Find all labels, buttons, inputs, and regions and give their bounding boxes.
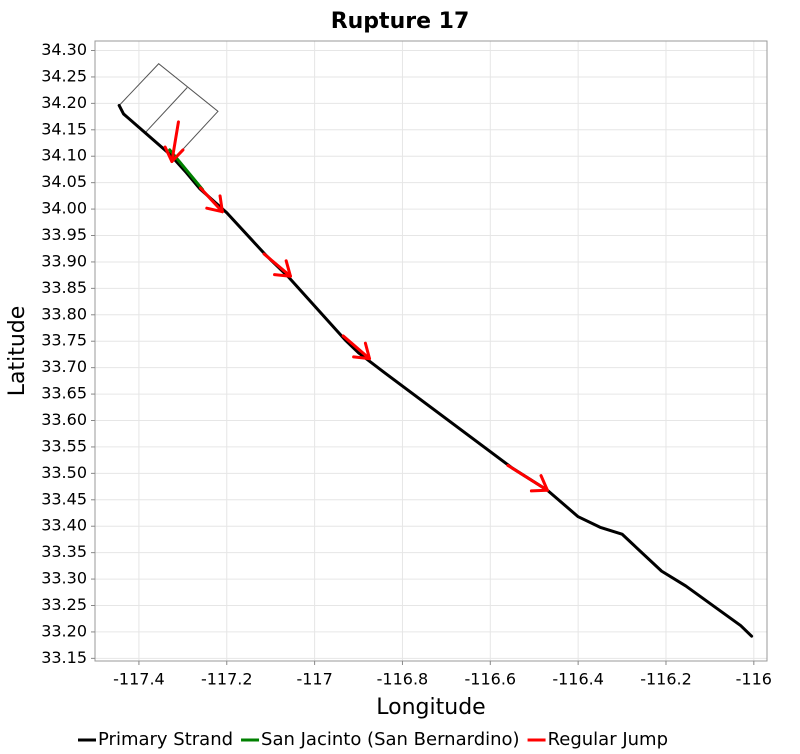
fault-outline (145, 87, 188, 133)
x-tick-label: -116 (736, 670, 772, 689)
y-tick-label: 34.25 (41, 66, 87, 85)
y-tick-label: 33.30 (41, 569, 87, 588)
primary-strand-line (117, 103, 754, 638)
regular-jump-arrow (198, 186, 224, 214)
y-tick-label: 33.25 (41, 595, 87, 614)
regular-jump-arrow (163, 120, 185, 164)
legend-label: Primary Strand (98, 729, 233, 750)
y-tick-label: 33.60 (41, 410, 87, 429)
y-tick-label: 33.45 (41, 489, 87, 508)
jump-shaft (341, 334, 372, 361)
y-tick-label: 34.10 (41, 146, 87, 165)
y-axis-label: Latitude (5, 306, 30, 397)
fault-outline (118, 63, 219, 155)
jump-shaft (198, 186, 224, 214)
x-axis-label: Longitude (376, 695, 485, 720)
jump-arrowhead (273, 259, 292, 278)
plot-area (94, 40, 768, 662)
legend-label: San Jacinto (San Bernardino) (261, 729, 520, 750)
y-tick-label: 33.80 (41, 304, 87, 323)
y-tick-label: 33.15 (41, 648, 87, 667)
y-tick-label: 33.50 (41, 463, 87, 482)
regular-jump-arrow (341, 334, 372, 361)
y-tick-label: 33.70 (41, 357, 87, 376)
y-tick-label: 34.00 (41, 199, 87, 218)
y-tick-label: 33.35 (41, 542, 87, 561)
y-tick-label: 34.15 (41, 119, 87, 138)
jump-arrowhead (163, 145, 185, 164)
y-tick-label: 33.95 (41, 225, 87, 244)
regular-jump-arrow (506, 463, 549, 493)
x-tick-label: -116.2 (640, 670, 692, 689)
grid (95, 41, 767, 661)
jump-arrowhead (352, 341, 372, 361)
jump-shaft (506, 463, 549, 492)
x-tick-label: -117.2 (201, 670, 253, 689)
y-tick-label: 33.65 (41, 384, 87, 403)
legend: Primary Strand San Jacinto (San Bernardin… (78, 729, 668, 750)
jump-arrowhead (529, 474, 549, 493)
y-tick-label: 33.85 (41, 278, 87, 297)
chart-title: Rupture 17 (331, 9, 470, 34)
y-tick-label: 34.20 (41, 93, 87, 112)
y-tick-label: 33.20 (41, 621, 87, 640)
x-tick-label: -116.4 (552, 670, 604, 689)
x-tick-label: -116.8 (377, 670, 429, 689)
y-tick-label: 33.55 (41, 436, 87, 455)
y-tick-label: 33.90 (41, 251, 87, 270)
y-axis: 33.15 33.20 33.25 33.30 33.35 33.40 33.45 33.50… (41, 40, 95, 667)
jump-shaft (262, 252, 292, 278)
series-layer (117, 103, 754, 638)
fault-outlines (118, 63, 219, 155)
jump-arrowhead (205, 194, 224, 214)
jump-shaft (170, 120, 180, 164)
y-tick-label: 34.05 (41, 172, 87, 191)
y-tick-label: 33.40 (41, 516, 87, 535)
x-tick-label: -116.6 (465, 670, 517, 689)
x-tick-label: -117 (296, 670, 332, 689)
y-tick-label: 33.75 (41, 331, 87, 350)
regular-jump-arrow (262, 252, 292, 278)
x-axis: -117.4 -117.2 -117 -116.8 -116.6 -116.4 -116.2… (113, 661, 772, 689)
x-tick-label: -117.4 (113, 670, 165, 689)
legend-label: Regular Jump (548, 729, 668, 750)
y-tick-label: 34.30 (41, 40, 87, 59)
